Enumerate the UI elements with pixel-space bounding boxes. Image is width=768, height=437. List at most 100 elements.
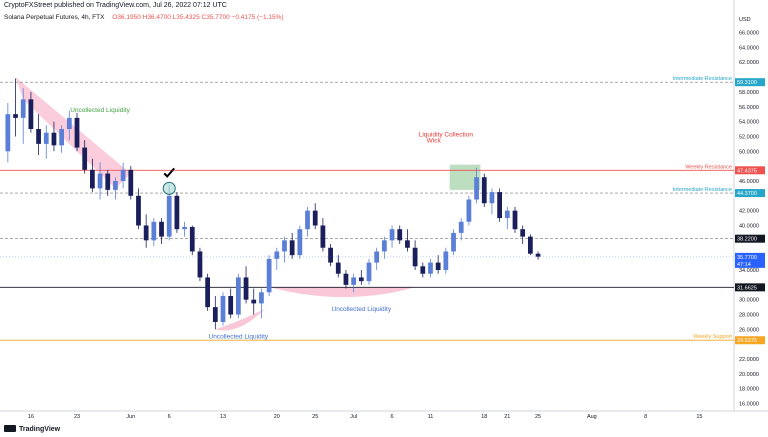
candle-body xyxy=(212,307,218,322)
price-tick-label: 28.0000 xyxy=(739,313,759,319)
time-tick-label: 6 xyxy=(168,414,171,420)
candle-body xyxy=(520,229,526,237)
publisher-line: CryptoFXStreet published on TradingView.… xyxy=(4,2,227,9)
candle-body xyxy=(489,192,495,204)
level-price-label: 59.3100 xyxy=(737,80,757,86)
level-price-label: 47.4375 xyxy=(737,168,757,174)
price-tick-label: 50.0000 xyxy=(739,149,759,155)
price-tick-label: 40.0000 xyxy=(739,223,759,229)
candle-body xyxy=(335,262,341,274)
candle-body xyxy=(381,240,387,252)
price-tick-label: 26.0000 xyxy=(739,327,759,333)
price-tick-label: 66.0000 xyxy=(739,31,759,37)
uncollected-liquidity-zone-middle xyxy=(269,287,416,298)
candle-body xyxy=(159,221,164,237)
level-price-tag xyxy=(735,78,765,87)
candle-body xyxy=(420,266,426,274)
candle-body xyxy=(527,236,533,254)
candle-body xyxy=(243,277,249,300)
candle-body xyxy=(451,232,456,252)
candle-body xyxy=(497,192,503,219)
level-price-tag xyxy=(735,283,765,292)
time-tick-label: 13 xyxy=(220,414,226,420)
candle-body xyxy=(82,147,88,170)
candle-body xyxy=(97,173,103,189)
candle-body xyxy=(66,117,72,130)
time-tick-label: 11 xyxy=(428,414,434,420)
tradingview-logo[interactable]: TradingView xyxy=(4,425,60,433)
level-price-tag xyxy=(735,166,765,175)
level-name: Intermediate Resistance xyxy=(673,187,732,193)
candle-body xyxy=(105,173,111,190)
time-tick-label: 8 xyxy=(644,414,647,420)
candle-body xyxy=(189,226,195,252)
candle-body xyxy=(458,221,464,233)
time-tick-label: 20 xyxy=(274,414,280,420)
candle-body xyxy=(351,277,357,285)
time-tick-label: 25 xyxy=(312,414,318,420)
candle-body xyxy=(405,240,410,248)
candle-body xyxy=(59,129,65,146)
price-tick-label: 52.0000 xyxy=(739,134,759,140)
level-price-label: 38.2200 xyxy=(737,237,757,243)
time-tick-label: 6 xyxy=(391,414,394,420)
current-price-label: 35.7700 xyxy=(737,255,757,261)
price-tick-label: 62.0000 xyxy=(739,60,759,66)
candle-body xyxy=(220,295,226,322)
candle-body xyxy=(251,299,257,304)
chart-annotation: Wick xyxy=(427,137,442,144)
candle-body xyxy=(36,129,41,144)
time-tick-label: 23 xyxy=(74,414,80,420)
bar-countdown-label: 47:14 xyxy=(737,262,751,268)
candle-body xyxy=(197,251,203,278)
candle-body xyxy=(474,177,479,200)
symbol-legend[interactable]: Solana Perpetual Futures, 4h, FTX O36.19… xyxy=(4,14,284,21)
time-tick-label: Jul xyxy=(350,414,357,420)
candle-body xyxy=(389,229,395,241)
time-tick-label: Aug xyxy=(587,414,597,420)
candle-body xyxy=(143,225,149,241)
candle-body xyxy=(328,247,333,263)
candle-body xyxy=(74,117,80,148)
candle-body xyxy=(343,273,349,285)
price-tick-label: 56.0000 xyxy=(739,105,759,111)
candle-body xyxy=(428,262,433,274)
candle-body xyxy=(305,210,310,230)
price-tick-label: 30.0000 xyxy=(739,298,759,304)
candle-body xyxy=(374,251,380,263)
level-name: Weekly Support xyxy=(693,334,732,340)
price-tick-label: 64.0000 xyxy=(739,45,759,51)
level-name: Intermediate Resistance xyxy=(673,76,732,82)
candle-body xyxy=(120,169,126,181)
candle-body xyxy=(282,240,287,252)
time-tick-label: 21 xyxy=(504,414,510,420)
price-tick-label: 42.0000 xyxy=(739,209,759,215)
uncollected-liquidity-zone-upper xyxy=(15,77,131,189)
price-tick-label: 54.0000 xyxy=(739,120,759,126)
price-tick-label: 22.0000 xyxy=(739,357,759,363)
candle-body xyxy=(151,221,157,241)
candle-body xyxy=(259,292,264,304)
candle-body xyxy=(235,277,241,315)
price-tick-label: 18.0000 xyxy=(739,387,759,393)
symbol-title: Solana Perpetual Futures, 4h, FTX xyxy=(4,14,105,21)
candle-body xyxy=(51,132,57,146)
ohlc-values: O36.1950 H36.4700 L35.4325 C35.7700 −0.4… xyxy=(112,14,284,21)
candle-body xyxy=(535,253,541,257)
price-tick-label: 20.0000 xyxy=(739,372,759,378)
candle-body xyxy=(312,210,318,226)
candle-body xyxy=(443,251,449,271)
price-tick-label: 34.0000 xyxy=(739,268,759,274)
time-tick-label: 16 xyxy=(28,414,34,420)
chart-annotation: Uncollected Liquidity xyxy=(332,306,392,313)
time-tick-label: 15 xyxy=(696,414,702,420)
candle-body xyxy=(481,177,487,204)
tradingview-mark-icon xyxy=(4,425,16,432)
candle-body xyxy=(5,114,11,152)
price-tick-label: 58.0000 xyxy=(739,90,759,96)
price-tick-label: 46.0000 xyxy=(739,179,759,185)
candle-body xyxy=(166,195,172,237)
candle-body xyxy=(128,169,134,196)
current-price-tag xyxy=(735,252,765,268)
